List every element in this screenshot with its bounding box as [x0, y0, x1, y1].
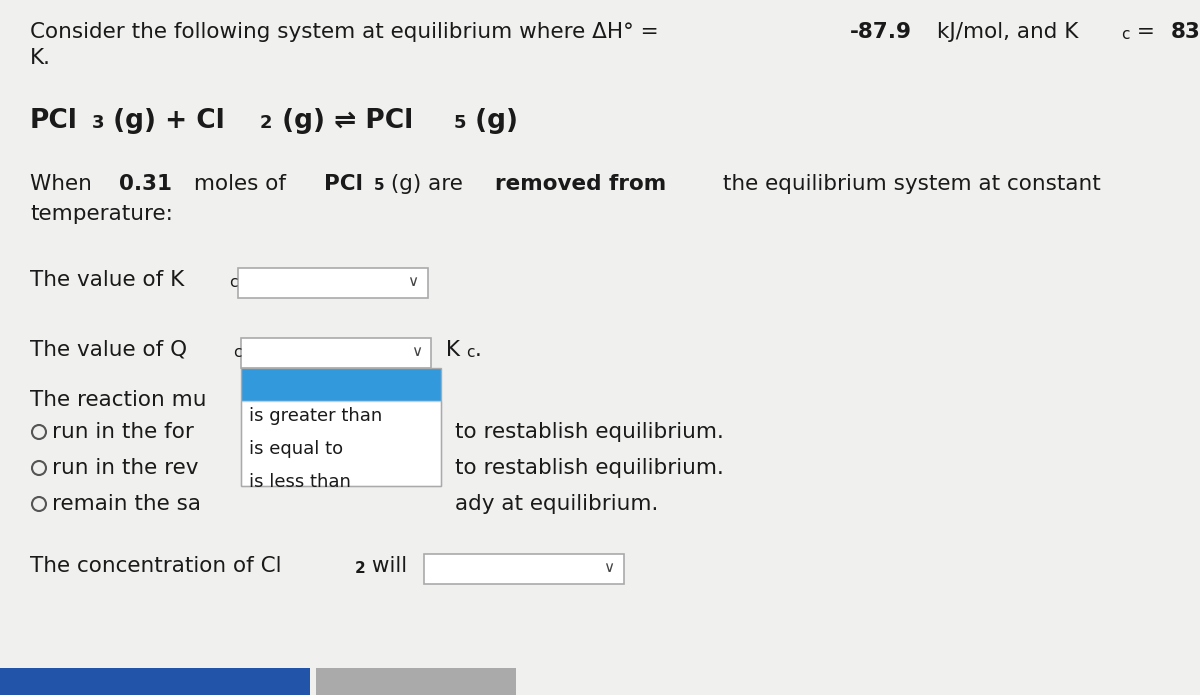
Text: moles of: moles of — [187, 174, 293, 194]
Text: is equal to: is equal to — [250, 440, 343, 458]
Text: run in the for: run in the for — [52, 422, 194, 442]
Text: temperature:: temperature: — [30, 204, 173, 224]
Text: ∨: ∨ — [410, 343, 422, 359]
Bar — [316, 668, 516, 695]
Text: kJ/mol, and K: kJ/mol, and K — [930, 22, 1079, 42]
Bar — [241, 401, 442, 486]
Text: 3: 3 — [91, 114, 104, 132]
Bar — [241, 368, 442, 486]
Text: (g) ⇌ PCl: (g) ⇌ PCl — [272, 108, 413, 134]
Text: -87.9: -87.9 — [850, 22, 912, 42]
Text: .: . — [475, 340, 481, 360]
Text: 5: 5 — [374, 178, 384, 193]
Text: to restablish equilibrium.: to restablish equilibrium. — [455, 422, 724, 442]
Text: to restablish equilibrium.: to restablish equilibrium. — [455, 458, 724, 478]
Text: 5: 5 — [454, 114, 466, 132]
Text: removed from: removed from — [496, 174, 666, 194]
Text: ∨: ∨ — [604, 559, 614, 575]
Text: is greater than: is greater than — [250, 407, 383, 425]
Text: the equilibrium system at constant: the equilibrium system at constant — [716, 174, 1100, 194]
Text: K.: K. — [30, 48, 50, 68]
Text: The reaction mu: The reaction mu — [30, 390, 206, 410]
Text: ady at equilibrium.: ady at equilibrium. — [455, 494, 659, 514]
Bar — [0, 668, 310, 695]
Text: The value of K: The value of K — [30, 270, 185, 290]
Text: will: will — [365, 556, 407, 576]
Text: The concentration of Cl: The concentration of Cl — [30, 556, 282, 576]
Bar — [241, 368, 442, 401]
Text: c: c — [1122, 27, 1130, 42]
Text: When: When — [30, 174, 98, 194]
Text: run in the rev: run in the rev — [52, 458, 198, 478]
Text: is less than: is less than — [250, 473, 352, 491]
Bar — [424, 554, 624, 584]
Text: (g) are: (g) are — [384, 174, 470, 194]
Text: PCl: PCl — [324, 174, 362, 194]
Bar — [238, 268, 427, 298]
Text: 2: 2 — [354, 561, 365, 576]
Text: K: K — [439, 340, 461, 360]
Text: =: = — [1130, 22, 1162, 42]
Text: c: c — [233, 345, 241, 360]
Text: 83.3: 83.3 — [1171, 22, 1200, 42]
Bar — [241, 338, 431, 368]
Text: PCl: PCl — [30, 108, 78, 134]
Text: 0.31: 0.31 — [119, 174, 172, 194]
Text: c: c — [467, 345, 475, 360]
Text: 2: 2 — [260, 114, 272, 132]
Text: ∨: ∨ — [407, 274, 418, 288]
Text: (g) + Cl: (g) + Cl — [104, 108, 226, 134]
Text: The value of Q: The value of Q — [30, 340, 187, 360]
Text: (g): (g) — [466, 108, 518, 134]
Text: c: c — [229, 275, 238, 290]
Text: Consider the following system at equilibrium where ΔH° =: Consider the following system at equilib… — [30, 22, 666, 42]
Text: remain the sa: remain the sa — [52, 494, 202, 514]
